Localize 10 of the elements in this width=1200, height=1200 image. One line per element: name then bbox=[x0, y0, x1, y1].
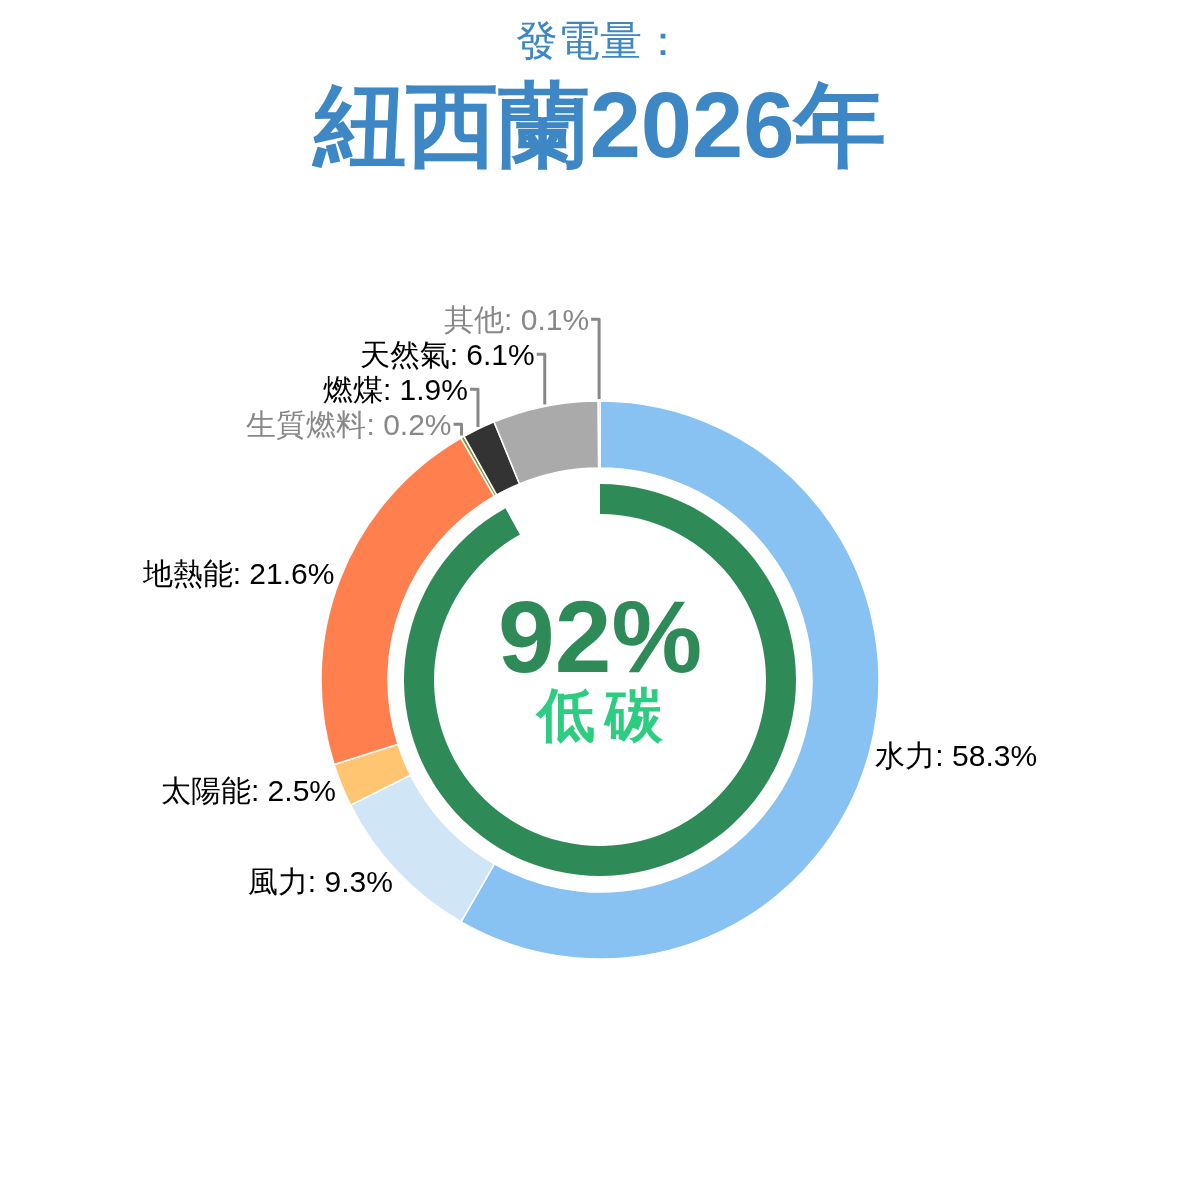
label: 天然氣: 6.1% bbox=[359, 337, 535, 371]
label: 太陽能: 2.5% bbox=[160, 774, 336, 808]
label: 其他: 0.1% bbox=[444, 302, 590, 336]
label: 風力: 9.3% bbox=[247, 865, 393, 899]
label: 生質燃料: 0.2% bbox=[246, 407, 452, 441]
subtitle: 發電量： bbox=[516, 17, 684, 64]
label: 水力: 58.3% bbox=[875, 739, 1038, 773]
title: 紐西蘭2026年 bbox=[313, 74, 887, 176]
label: 燃煤: 1.9% bbox=[322, 372, 468, 406]
label: 地熱能: 21.6% bbox=[142, 557, 335, 590]
